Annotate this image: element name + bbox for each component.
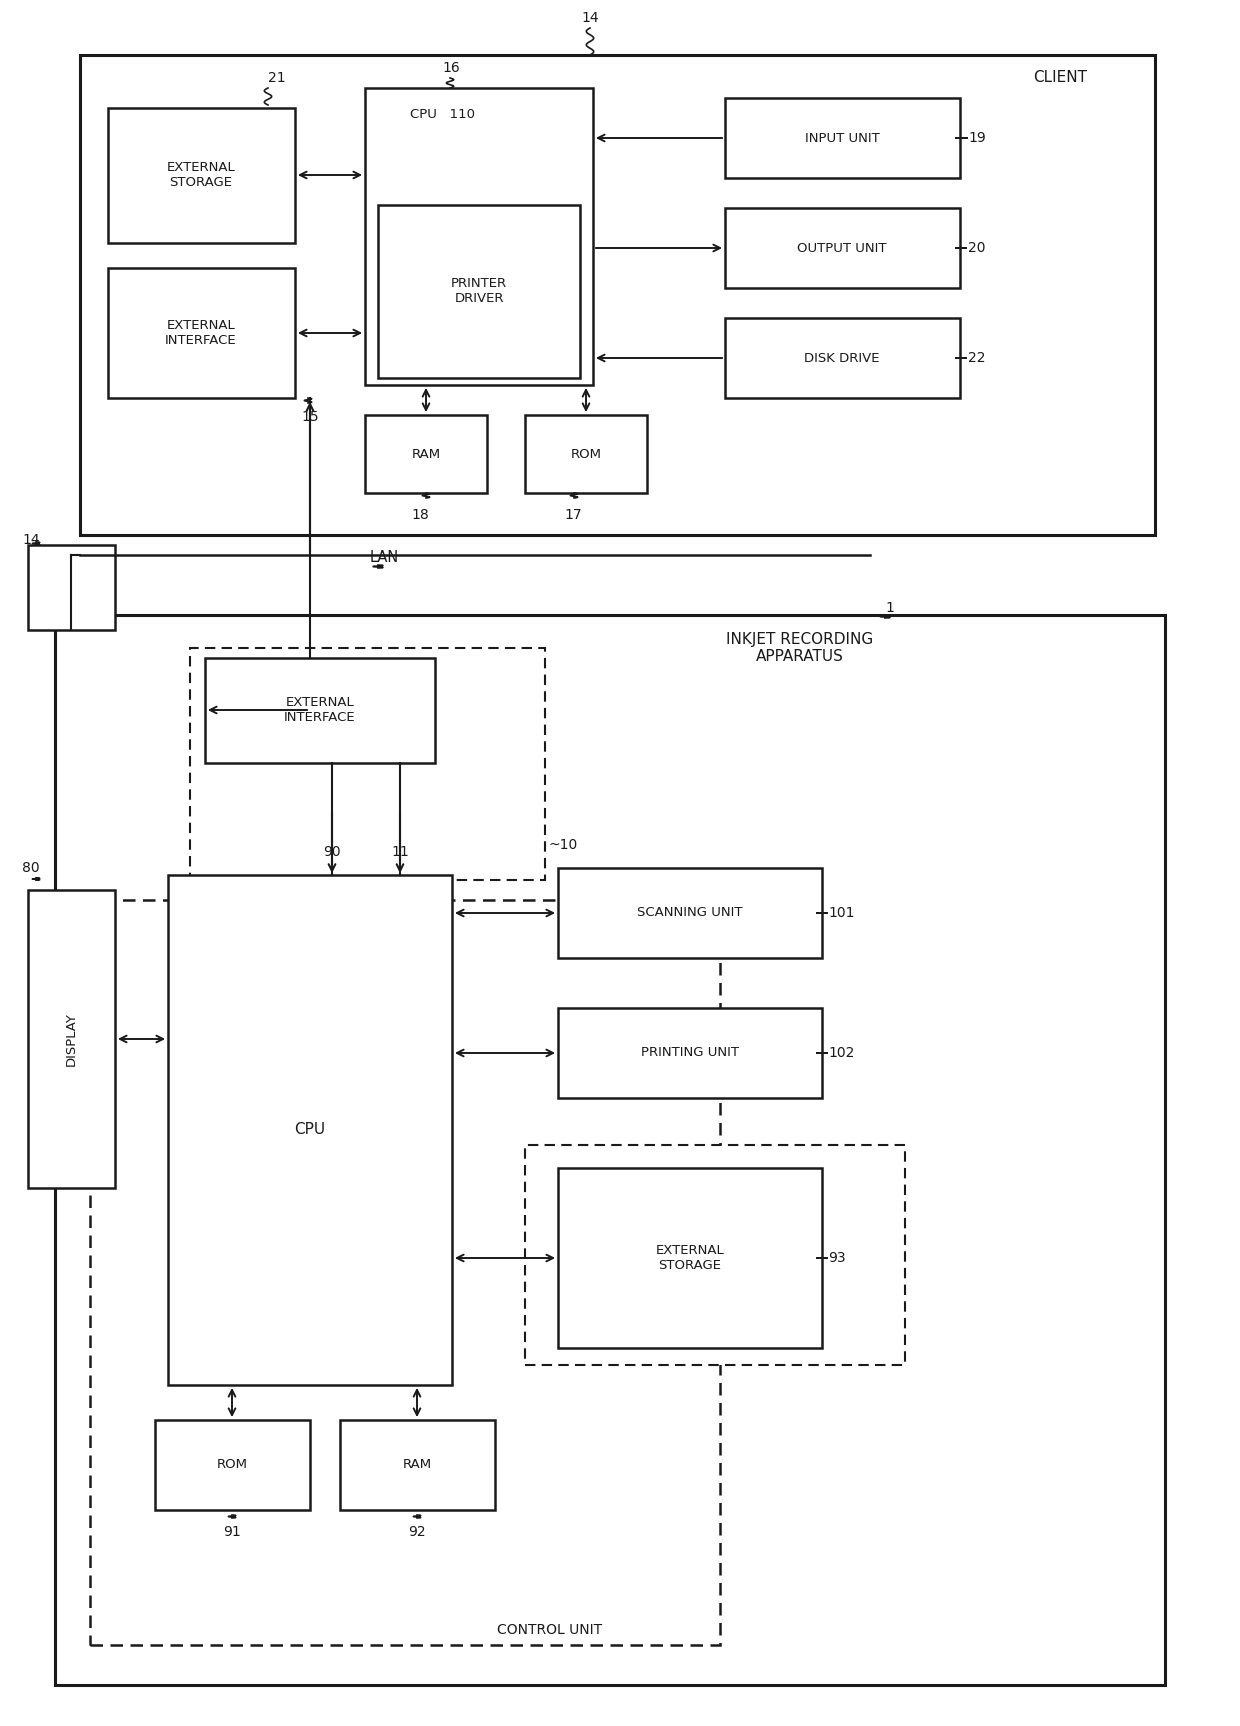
Text: EXTERNAL
INTERFACE: EXTERNAL INTERFACE bbox=[284, 696, 356, 723]
Bar bbox=[525, 1144, 905, 1365]
Text: 19: 19 bbox=[968, 131, 986, 145]
Bar bbox=[725, 98, 960, 178]
Text: CLIENT: CLIENT bbox=[1033, 71, 1087, 86]
Text: 80: 80 bbox=[22, 861, 40, 875]
Text: CPU   110: CPU 110 bbox=[410, 109, 475, 121]
Text: INPUT UNIT: INPUT UNIT bbox=[805, 131, 879, 145]
Bar bbox=[81, 55, 1154, 535]
Text: LAN: LAN bbox=[370, 551, 399, 566]
Bar bbox=[725, 318, 960, 399]
Text: DISPLAY: DISPLAY bbox=[64, 1011, 77, 1067]
Text: EXTERNAL
INTERFACE: EXTERNAL INTERFACE bbox=[165, 319, 237, 347]
Text: 101: 101 bbox=[828, 906, 854, 920]
Text: DISK DRIVE: DISK DRIVE bbox=[805, 352, 879, 364]
Text: 21: 21 bbox=[268, 71, 285, 85]
Text: 17: 17 bbox=[564, 507, 582, 521]
Bar bbox=[55, 614, 1166, 1685]
Text: EXTERNAL
STORAGE: EXTERNAL STORAGE bbox=[656, 1244, 724, 1272]
Text: ~10: ~10 bbox=[548, 839, 578, 853]
Text: 20: 20 bbox=[968, 242, 986, 255]
Text: 92: 92 bbox=[408, 1526, 425, 1540]
Text: 93: 93 bbox=[828, 1251, 846, 1265]
Bar bbox=[167, 875, 453, 1384]
Text: 14: 14 bbox=[582, 10, 599, 24]
Text: PRINTING UNIT: PRINTING UNIT bbox=[641, 1046, 739, 1060]
Bar bbox=[190, 647, 546, 880]
Text: 1: 1 bbox=[885, 601, 894, 614]
Bar bbox=[340, 1420, 495, 1510]
Text: 11: 11 bbox=[391, 846, 409, 860]
Bar bbox=[205, 658, 435, 763]
Text: CPU: CPU bbox=[294, 1122, 326, 1137]
Text: 102: 102 bbox=[828, 1046, 854, 1060]
Text: INKJET RECORDING
APPARATUS: INKJET RECORDING APPARATUS bbox=[727, 632, 874, 665]
Bar bbox=[365, 414, 487, 494]
Text: ROM: ROM bbox=[217, 1458, 248, 1472]
Bar bbox=[558, 1169, 822, 1348]
Bar bbox=[29, 891, 115, 1187]
Text: PRINTER
DRIVER: PRINTER DRIVER bbox=[451, 276, 507, 306]
Bar bbox=[378, 205, 580, 378]
Text: EXTERNAL
STORAGE: EXTERNAL STORAGE bbox=[166, 161, 236, 190]
Text: RAM: RAM bbox=[403, 1458, 432, 1472]
Text: 22: 22 bbox=[968, 350, 986, 364]
Text: 16: 16 bbox=[441, 60, 460, 74]
Text: 14: 14 bbox=[22, 533, 40, 547]
Bar bbox=[155, 1420, 310, 1510]
Text: 90: 90 bbox=[324, 846, 341, 860]
Bar bbox=[108, 268, 295, 399]
Bar bbox=[91, 899, 720, 1645]
Bar bbox=[725, 209, 960, 288]
Bar bbox=[29, 545, 115, 630]
Bar bbox=[525, 414, 647, 494]
Bar bbox=[558, 868, 822, 958]
Bar bbox=[108, 109, 295, 243]
Text: 15: 15 bbox=[301, 411, 319, 425]
Text: OUTPUT UNIT: OUTPUT UNIT bbox=[797, 242, 887, 254]
Text: 91: 91 bbox=[223, 1526, 241, 1540]
Text: ROM: ROM bbox=[570, 447, 601, 461]
Text: 18: 18 bbox=[412, 507, 429, 521]
Text: CONTROL UNIT: CONTROL UNIT bbox=[497, 1622, 603, 1636]
Bar bbox=[558, 1008, 822, 1098]
Bar bbox=[365, 88, 593, 385]
Text: RAM: RAM bbox=[412, 447, 440, 461]
Text: SCANNING UNIT: SCANNING UNIT bbox=[637, 906, 743, 920]
